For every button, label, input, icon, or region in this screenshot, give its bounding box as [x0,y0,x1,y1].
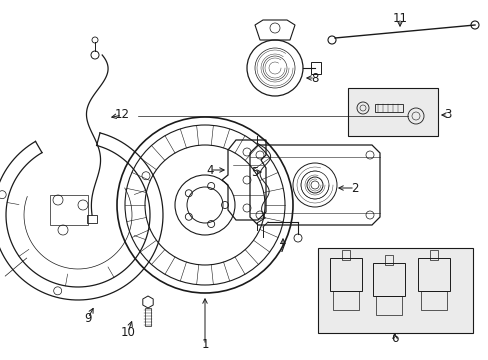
Text: 7: 7 [279,242,286,255]
Text: 12: 12 [114,108,129,122]
Text: 2: 2 [350,181,358,194]
Bar [347,88,437,136]
Bar [310,62,320,74]
Bar [329,258,361,291]
Text: 6: 6 [390,332,398,345]
Bar [317,248,472,333]
Text: 11: 11 [392,12,407,24]
Text: 4: 4 [206,163,213,176]
Bar [374,104,402,112]
Bar [341,250,349,260]
Bar [384,255,392,265]
Text: 3: 3 [444,108,451,122]
Bar [420,291,446,310]
Bar [145,308,151,326]
Text: 5: 5 [251,166,258,179]
Bar [372,263,404,296]
Bar [429,250,437,260]
Bar [375,296,401,315]
Bar [417,258,449,291]
Bar [332,291,358,310]
Text: 1: 1 [201,338,208,351]
Text: 9: 9 [84,311,92,324]
Text: 8: 8 [311,72,318,85]
Text: 10: 10 [121,325,135,338]
Bar [50,195,88,225]
Bar [87,215,97,223]
